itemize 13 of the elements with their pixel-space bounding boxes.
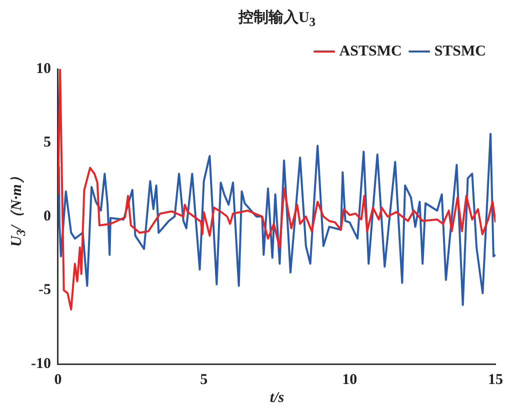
x-axis-title: t/s: [268, 390, 286, 407]
y-tick-label: -5: [38, 282, 51, 298]
chart-title: 控制输入U$_{3}$: [237, 8, 317, 30]
legend-label: ASTSMC: [339, 43, 402, 60]
y-tick-label: 0: [43, 208, 51, 224]
x-tick-label: 5: [200, 372, 208, 388]
x-tick-label: 0: [54, 372, 62, 388]
x-tick-label: 15: [488, 372, 503, 388]
x-tick-label: 10: [342, 372, 358, 388]
legend-label: STSMC: [434, 43, 486, 60]
y-tick-label: 10: [36, 60, 51, 77]
y-tick-label: -10: [30, 356, 51, 372]
y-tick-label: 5: [43, 134, 51, 151]
